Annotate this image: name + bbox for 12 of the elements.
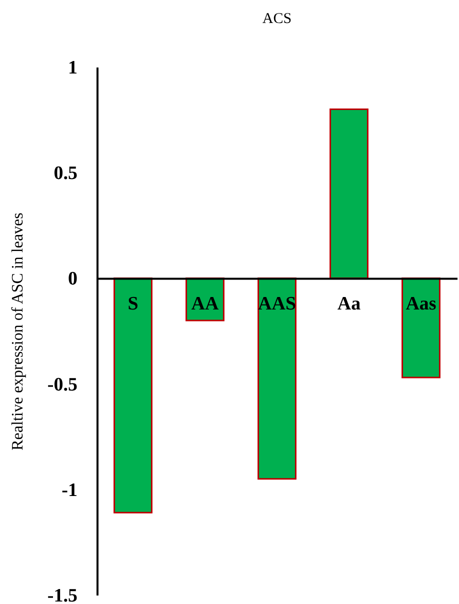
x-tick-label: Aa [337,294,362,315]
y-tick-label: -1.5 [47,586,78,604]
y-tick-label: 0.5 [54,163,78,184]
x-tick-label: S [128,294,138,315]
y-axis-title: Realtive expression of ASC in leaves [9,212,26,450]
y-tick-label: -0.5 [47,374,78,396]
y-tick-label: 1 [68,58,78,78]
y-tick-label: -1 [62,480,78,501]
y-tick-label: 0 [68,268,78,290]
x-tick-label: AA [191,294,219,315]
x-tick-label: Aas [406,294,436,315]
chart-title: ACS [262,11,292,27]
